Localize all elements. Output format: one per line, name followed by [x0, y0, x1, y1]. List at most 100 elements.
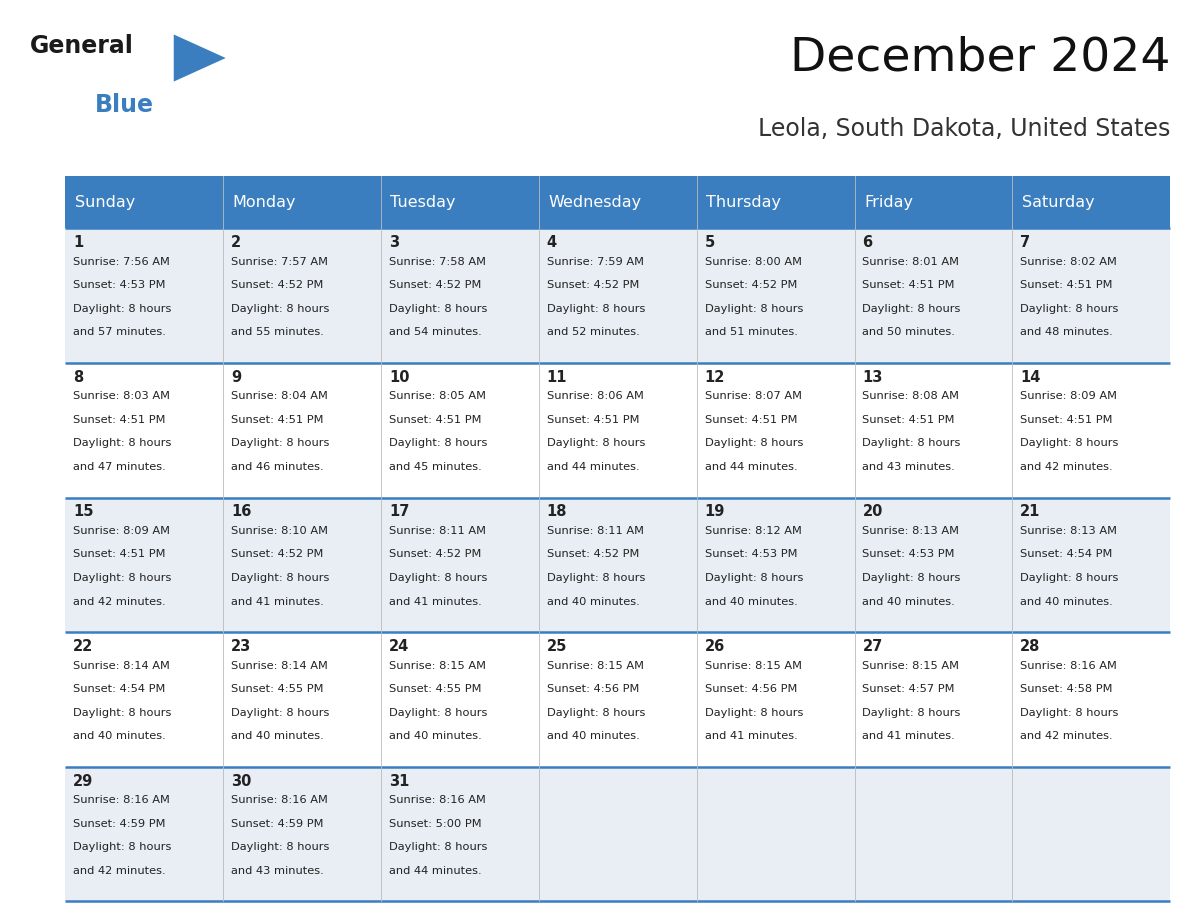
Text: Daylight: 8 hours: Daylight: 8 hours — [230, 439, 329, 449]
Text: and 40 minutes.: and 40 minutes. — [546, 597, 639, 607]
Text: and 54 minutes.: and 54 minutes. — [388, 328, 481, 338]
Text: and 43 minutes.: and 43 minutes. — [230, 866, 324, 876]
Text: 6: 6 — [862, 235, 872, 251]
Text: Daylight: 8 hours: Daylight: 8 hours — [1020, 708, 1119, 718]
Text: Sunset: 4:55 PM: Sunset: 4:55 PM — [388, 684, 481, 694]
Text: Sunset: 4:51 PM: Sunset: 4:51 PM — [1020, 280, 1113, 290]
Text: Sunset: 4:57 PM: Sunset: 4:57 PM — [862, 684, 955, 694]
Text: Sunset: 4:51 PM: Sunset: 4:51 PM — [230, 415, 323, 425]
Text: 30: 30 — [230, 774, 252, 789]
Text: Daylight: 8 hours: Daylight: 8 hours — [704, 304, 803, 314]
Text: and 40 minutes.: and 40 minutes. — [74, 732, 166, 741]
Text: Sunset: 4:51 PM: Sunset: 4:51 PM — [74, 550, 166, 559]
Text: and 42 minutes.: and 42 minutes. — [1020, 462, 1113, 472]
Text: 29: 29 — [74, 774, 94, 789]
Text: Leola, South Dakota, United States: Leola, South Dakota, United States — [758, 118, 1170, 141]
Text: 13: 13 — [862, 370, 883, 385]
Bar — [65, 633, 1170, 767]
Text: and 50 minutes.: and 50 minutes. — [862, 328, 955, 338]
Text: Sunset: 4:52 PM: Sunset: 4:52 PM — [388, 550, 481, 559]
Text: Daylight: 8 hours: Daylight: 8 hours — [230, 304, 329, 314]
Text: Sunset: 4:54 PM: Sunset: 4:54 PM — [74, 684, 165, 694]
Text: Blue: Blue — [95, 93, 154, 117]
Bar — [65, 229, 1170, 364]
Text: Sunrise: 7:57 AM: Sunrise: 7:57 AM — [230, 257, 328, 267]
Text: Sunset: 4:52 PM: Sunset: 4:52 PM — [230, 280, 323, 290]
Text: Sunrise: 8:11 AM: Sunrise: 8:11 AM — [546, 526, 644, 536]
Text: Sunrise: 8:15 AM: Sunrise: 8:15 AM — [704, 661, 802, 670]
Text: Daylight: 8 hours: Daylight: 8 hours — [388, 439, 487, 449]
Text: 17: 17 — [388, 504, 410, 520]
Text: and 42 minutes.: and 42 minutes. — [74, 866, 166, 876]
Text: 7: 7 — [1020, 235, 1030, 251]
Text: Sunset: 4:51 PM: Sunset: 4:51 PM — [388, 415, 481, 425]
Text: Sunset: 4:51 PM: Sunset: 4:51 PM — [862, 280, 955, 290]
Text: and 40 minutes.: and 40 minutes. — [388, 732, 481, 741]
Text: Daylight: 8 hours: Daylight: 8 hours — [74, 842, 171, 852]
Text: 2: 2 — [230, 235, 241, 251]
Text: 24: 24 — [388, 639, 409, 654]
Text: and 52 minutes.: and 52 minutes. — [546, 328, 639, 338]
Text: Sunrise: 8:15 AM: Sunrise: 8:15 AM — [388, 661, 486, 670]
Text: Sunrise: 8:15 AM: Sunrise: 8:15 AM — [546, 661, 644, 670]
Text: 21: 21 — [1020, 504, 1041, 520]
Text: Sunset: 4:55 PM: Sunset: 4:55 PM — [230, 684, 323, 694]
Text: and 44 minutes.: and 44 minutes. — [546, 462, 639, 472]
Text: Daylight: 8 hours: Daylight: 8 hours — [546, 573, 645, 583]
Text: Sunrise: 8:10 AM: Sunrise: 8:10 AM — [230, 526, 328, 536]
Text: Daylight: 8 hours: Daylight: 8 hours — [704, 439, 803, 449]
Bar — [65, 498, 1170, 633]
Text: Daylight: 8 hours: Daylight: 8 hours — [388, 842, 487, 852]
Text: Daylight: 8 hours: Daylight: 8 hours — [862, 304, 961, 314]
Text: and 51 minutes.: and 51 minutes. — [704, 328, 797, 338]
Text: Sunrise: 8:12 AM: Sunrise: 8:12 AM — [704, 526, 802, 536]
Text: and 44 minutes.: and 44 minutes. — [388, 866, 481, 876]
Text: Thursday: Thursday — [706, 195, 782, 210]
Text: Sunrise: 8:11 AM: Sunrise: 8:11 AM — [388, 526, 486, 536]
Text: 23: 23 — [230, 639, 252, 654]
Text: Sunset: 4:56 PM: Sunset: 4:56 PM — [546, 684, 639, 694]
Text: Sunrise: 8:16 AM: Sunrise: 8:16 AM — [388, 795, 486, 805]
Text: and 41 minutes.: and 41 minutes. — [388, 597, 481, 607]
Text: Sunset: 4:54 PM: Sunset: 4:54 PM — [1020, 550, 1113, 559]
Text: 31: 31 — [388, 774, 410, 789]
Text: and 48 minutes.: and 48 minutes. — [1020, 328, 1113, 338]
Text: Daylight: 8 hours: Daylight: 8 hours — [546, 708, 645, 718]
Text: Sunrise: 8:15 AM: Sunrise: 8:15 AM — [862, 661, 960, 670]
Text: Sunset: 4:51 PM: Sunset: 4:51 PM — [862, 415, 955, 425]
Text: Sunset: 4:51 PM: Sunset: 4:51 PM — [1020, 415, 1113, 425]
Text: Daylight: 8 hours: Daylight: 8 hours — [862, 573, 961, 583]
Text: Sunset: 4:59 PM: Sunset: 4:59 PM — [74, 819, 166, 829]
Text: and 41 minutes.: and 41 minutes. — [704, 732, 797, 741]
Text: 14: 14 — [1020, 370, 1041, 385]
Text: Sunset: 4:52 PM: Sunset: 4:52 PM — [546, 280, 639, 290]
Text: Sunset: 4:52 PM: Sunset: 4:52 PM — [230, 550, 323, 559]
Text: Sunrise: 8:13 AM: Sunrise: 8:13 AM — [862, 526, 960, 536]
Text: Sunset: 4:52 PM: Sunset: 4:52 PM — [546, 550, 639, 559]
Text: Daylight: 8 hours: Daylight: 8 hours — [74, 708, 171, 718]
Text: 8: 8 — [74, 370, 83, 385]
Text: Daylight: 8 hours: Daylight: 8 hours — [546, 304, 645, 314]
Text: Sunset: 4:58 PM: Sunset: 4:58 PM — [1020, 684, 1113, 694]
Text: 11: 11 — [546, 370, 567, 385]
Text: Friday: Friday — [864, 195, 914, 210]
Text: 1: 1 — [74, 235, 83, 251]
Text: Sunrise: 8:00 AM: Sunrise: 8:00 AM — [704, 257, 802, 267]
Text: and 57 minutes.: and 57 minutes. — [74, 328, 166, 338]
Text: Sunset: 4:53 PM: Sunset: 4:53 PM — [862, 550, 955, 559]
Text: General: General — [30, 34, 133, 58]
Text: Daylight: 8 hours: Daylight: 8 hours — [546, 439, 645, 449]
Text: Daylight: 8 hours: Daylight: 8 hours — [704, 708, 803, 718]
Text: Daylight: 8 hours: Daylight: 8 hours — [74, 573, 171, 583]
Text: and 40 minutes.: and 40 minutes. — [1020, 597, 1113, 607]
Text: Sunset: 4:52 PM: Sunset: 4:52 PM — [704, 280, 797, 290]
Text: 25: 25 — [546, 639, 567, 654]
Text: Daylight: 8 hours: Daylight: 8 hours — [862, 439, 961, 449]
Text: and 44 minutes.: and 44 minutes. — [704, 462, 797, 472]
Text: 9: 9 — [230, 370, 241, 385]
Text: December 2024: December 2024 — [790, 35, 1170, 81]
Text: Sunrise: 8:08 AM: Sunrise: 8:08 AM — [862, 391, 960, 401]
Text: Sunrise: 8:16 AM: Sunrise: 8:16 AM — [1020, 661, 1117, 670]
Text: 26: 26 — [704, 639, 725, 654]
Text: 28: 28 — [1020, 639, 1041, 654]
